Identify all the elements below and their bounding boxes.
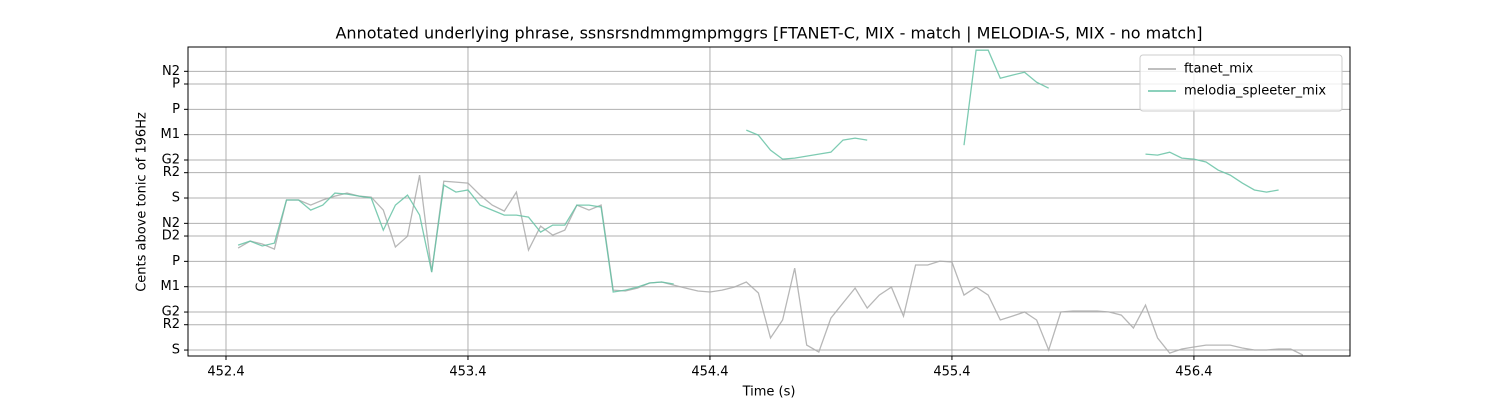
y-axis-label: Cents above tonic of 196Hz <box>135 112 150 292</box>
legend-label: melodia_spleeter_mix <box>1184 84 1326 99</box>
y-tick-label: G2 <box>162 153 180 168</box>
y-tick-label: N2 <box>162 216 180 231</box>
chart-title: Annotated underlying phrase, ssnsrsndmmg… <box>335 24 1202 43</box>
y-tick-label: P <box>172 76 180 91</box>
y-tick-label: G2 <box>162 305 180 320</box>
x-tick-label: 453.4 <box>449 365 486 380</box>
x-tick-label: 454.4 <box>691 365 728 380</box>
y-tick-label: S <box>172 343 180 358</box>
x-tick-label: 452.4 <box>207 365 244 380</box>
data-line <box>237 49 1279 293</box>
y-tick-label: M1 <box>161 279 181 294</box>
y-tick-label: P <box>172 102 180 117</box>
y-tick-label: R2 <box>163 165 180 180</box>
y-tick-label: S <box>172 191 180 206</box>
plot-frame <box>187 46 1351 357</box>
y-tick-label: P <box>172 254 180 269</box>
y-tick-label: D2 <box>162 229 180 244</box>
y-tick-label: R2 <box>163 317 180 332</box>
y-tick-label: M1 <box>161 127 181 142</box>
legend-label: ftanet_mix <box>1184 62 1254 77</box>
x-axis-label: Time (s) <box>742 385 796 400</box>
y-tick-label: N2 <box>162 64 180 79</box>
data-line <box>237 174 1304 356</box>
x-tick-label: 455.4 <box>933 365 970 380</box>
legend-box <box>1139 54 1343 112</box>
x-tick-label: 456.4 <box>1175 365 1212 380</box>
